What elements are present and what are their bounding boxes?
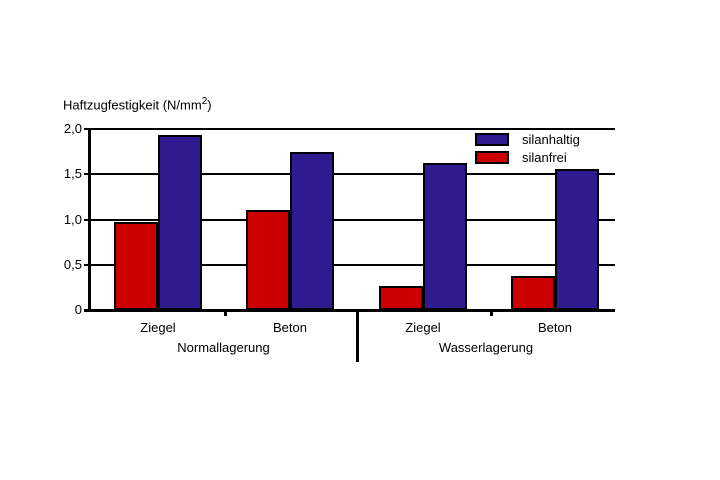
bar-silanfrei-beton-normallagerung — [246, 210, 290, 310]
bar-silanhaltig-ziegel-wasserlagerung — [423, 163, 467, 310]
bar-silanhaltig-beton-normallagerung — [290, 152, 334, 310]
chart-title: Haftzugfestigkeit (N/mm2) — [63, 96, 212, 112]
group-divider-line — [356, 310, 359, 362]
y-tick-label-2,0: 2,0 — [63, 121, 82, 136]
bar-silanfrei-ziegel-wasserlagerung — [379, 286, 423, 310]
chart-title-text: Haftzugfestigkeit (N/mm — [63, 97, 202, 113]
x-group-label-wasserlagerung: Wasserlagerung — [438, 340, 534, 355]
y-tick-label-0: 0 — [74, 302, 82, 317]
bar-silanhaltig-ziegel-normallagerung — [158, 135, 202, 310]
y-axis-line — [88, 128, 91, 312]
legend-label-silanhaltig: silanhaltig — [522, 132, 580, 147]
bar-silanfrei-ziegel-normallagerung — [114, 222, 158, 310]
legend-item-silanhaltig: silanhaltig — [475, 133, 580, 146]
x-axis-minor-tick-1 — [490, 310, 493, 316]
chart-title-superscript: 2 — [201, 96, 208, 107]
bar-silanfrei-beton-wasserlagerung — [511, 276, 555, 310]
x-group-label-normallagerung: Normallagerung — [177, 340, 270, 355]
x-category-label-beton-3: Beton — [538, 320, 572, 335]
x-category-label-ziegel-0: Ziegel — [140, 320, 176, 335]
gridline-1,5 — [84, 173, 615, 175]
legend-swatch-silanfrei — [475, 151, 509, 164]
x-axis-minor-tick-0 — [224, 310, 227, 316]
legend-item-silanfrei: silanfrei — [475, 151, 580, 164]
y-tick-label-0,5: 0,5 — [63, 257, 82, 272]
y-tick-label-1,0: 1,0 — [63, 212, 82, 227]
gridline-0,5 — [84, 264, 615, 266]
x-category-label-ziegel-2: Ziegel — [405, 320, 441, 335]
x-category-label-beton-1: Beton — [273, 320, 307, 335]
chart-title-suffix: ) — [207, 97, 212, 113]
gridline-2,0 — [84, 128, 615, 130]
bar-silanhaltig-beton-wasserlagerung — [555, 169, 599, 310]
x-axis-line — [84, 309, 615, 312]
legend-label-silanfrei: silanfrei — [522, 150, 567, 165]
legend-swatch-silanhaltig — [475, 133, 509, 146]
legend: silanhaltig silanfrei — [475, 133, 580, 169]
y-tick-label-1,5: 1,5 — [63, 166, 82, 181]
gridline-1,0 — [84, 219, 615, 221]
